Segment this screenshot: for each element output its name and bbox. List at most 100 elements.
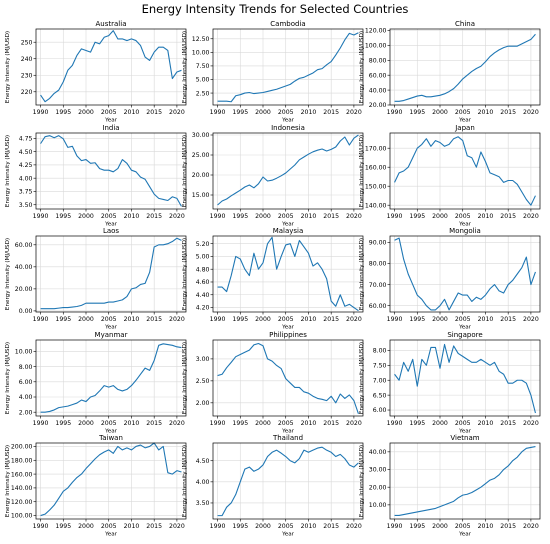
series-line [40,30,182,103]
y-tick-label: 7.50 [373,363,387,370]
y-tick-label: 10.00 [192,50,210,57]
y-tick-label: 4.20 [196,305,210,312]
plot-frame [212,442,364,520]
x-axis-label: Year [281,222,295,228]
y-tick-label: 100.00 [11,513,33,520]
x-tick-label: 2010 [478,213,494,220]
y-tick-label: 120.00 [11,499,33,506]
plot-frame [212,339,364,417]
x-tick-label: 1995 [409,316,425,323]
series-line [217,134,359,206]
series-line [394,33,536,102]
y-tick-label: 4.25 [19,162,33,169]
subplot-china: 1990 1995 2000 2005 2010 2015 2020 20.00 40.00 60… [359,20,541,124]
x-axis-label: Year [104,222,118,228]
x-tick-label: 2020 [346,523,362,530]
y-tick-label: 40.00 [369,449,387,456]
x-tick-label: 2015 [323,523,339,530]
subplot-title: Mongolia [449,227,481,235]
x-tick-label: 1990 [387,523,403,530]
plot-frame [212,132,364,210]
x-tick-label: 2020 [169,109,185,116]
x-tick-label: 2015 [146,523,162,530]
x-tick-label: 2010 [124,316,140,323]
y-tick-label: 170.00 [365,145,387,152]
x-tick-label: 2005 [101,109,117,116]
y-tick-label: 140.00 [365,202,387,209]
y-tick-label: 4.40 [196,292,210,299]
x-tick-label: 2000 [78,523,94,530]
x-tick-label: 2015 [500,109,516,116]
x-tick-label: 2015 [500,316,516,323]
y-axis-label: Energy Intensity (MJ/USD) [359,238,365,310]
y-tick-label: 240 [21,56,33,63]
x-tick-label: 1990 [210,523,226,530]
y-tick-label: 2.50 [196,90,210,97]
y-axis-label: Energy Intensity (MJ/USD) [359,31,365,103]
subplot-australia: 1990 1995 2000 2005 2010 2015 2020 220 230 240 250… [5,20,187,124]
series-line [217,32,359,103]
x-axis-label: Year [104,532,118,538]
plot-frame [389,235,541,313]
y-tick-label: 5.20 [196,241,210,248]
x-tick-label: 2020 [169,213,185,220]
x-tick-label: 2010 [124,420,140,427]
x-tick-label: 2010 [301,420,317,427]
y-tick-label: 180.00 [11,457,33,464]
subplot-title: Japan [454,124,475,132]
x-axis-label: Year [104,325,118,331]
y-tick-label: 4.80 [196,266,210,273]
x-tick-label: 1995 [232,420,248,427]
plot-frame [212,28,364,106]
subplot-title: Singapore [447,331,482,339]
x-tick-label: 2010 [301,213,317,220]
subplot-indonesia: 1990 1995 2000 2005 2010 2015 2020 15.00 20.00 25… [182,124,364,228]
x-tick-label: 2020 [523,109,539,116]
series-line [217,446,359,517]
plot-frame [389,442,541,520]
plot-frame [389,339,541,417]
y-tick-label: 30.00 [369,467,387,474]
y-tick-label: 4.00 [19,175,33,182]
x-tick-label: 2000 [255,523,271,530]
x-tick-label: 1995 [409,213,425,220]
subplot-title: Cambodia [270,20,305,28]
y-tick-label: 80.00 [369,57,387,64]
x-tick-label: 2000 [255,316,271,323]
y-tick-label: 30.00 [192,132,210,139]
y-tick-label: 70.00 [369,282,387,289]
plot-frame [35,442,187,520]
x-tick-label: 2020 [169,316,185,323]
y-axis-label: Energy Intensity (MJ/USD) [5,238,11,310]
y-tick-label: 250 [21,39,33,46]
x-tick-label: 2020 [523,213,539,220]
y-tick-label: 140.00 [11,485,33,492]
x-tick-label: 2020 [346,109,362,116]
y-tick-label: 120.00 [365,28,387,35]
y-axis-label: Energy Intensity (MJ/USD) [182,31,188,103]
y-tick-label: 4.00 [196,479,210,486]
x-tick-label: 2010 [124,109,140,116]
subplot-singapore: 1990 1995 2000 2005 2010 2015 2020 6.00 6.50 7.00… [359,331,541,435]
subplot-title: Myanmar [95,331,128,339]
x-tick-label: 1990 [33,420,49,427]
x-tick-label: 1995 [232,109,248,116]
x-axis-label: Year [458,222,472,228]
x-tick-label: 2000 [432,316,448,323]
y-tick-label: 60.00 [369,72,387,79]
y-axis-label: Energy Intensity (MJ/USD) [359,135,365,207]
x-tick-label: 2005 [278,109,294,116]
y-axis-label: Energy Intensity (MJ/USD) [359,445,365,517]
x-tick-label: 2005 [278,213,294,220]
x-tick-label: 2005 [101,523,117,530]
subplot-title: Laos [103,227,119,235]
x-tick-label: 2020 [346,316,362,323]
x-tick-label: 2010 [478,420,494,427]
x-tick-label: 2020 [523,316,539,323]
y-tick-label: 80.00 [369,261,387,268]
x-tick-label: 1995 [232,316,248,323]
x-tick-label: 1995 [409,420,425,427]
x-axis-label: Year [458,118,472,124]
